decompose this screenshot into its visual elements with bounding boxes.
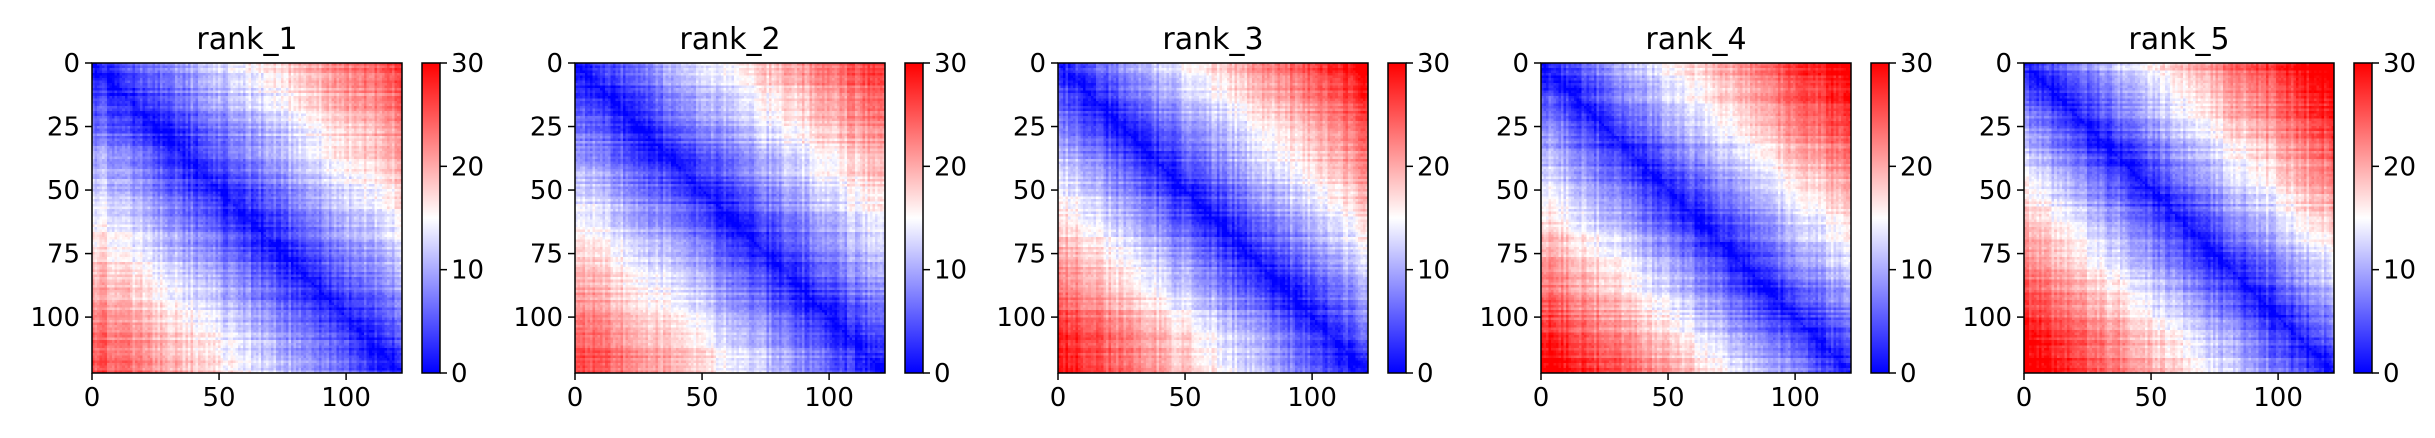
x-tick-label: 100 xyxy=(1287,383,1337,413)
plot-frame xyxy=(574,62,886,374)
panel-title: rank_4 xyxy=(1645,22,1746,57)
panel-title: rank_2 xyxy=(679,22,780,57)
x-tick-label: 100 xyxy=(321,383,371,413)
colorbar-tick-label: 30 xyxy=(934,49,967,79)
colorbar-tick-label: 10 xyxy=(2383,256,2416,286)
colorbar-tick-label: 20 xyxy=(2383,152,2416,182)
heatmap-image xyxy=(1541,63,1851,373)
colorbar-tick-label: 20 xyxy=(1900,152,1933,182)
y-tick-label: 75 xyxy=(530,240,563,270)
x-tick-label: 0 xyxy=(1050,383,1067,413)
plot-frame xyxy=(1057,62,1369,374)
colorbar-tick-label: 30 xyxy=(1900,49,1933,79)
panel-4: rank_4 0 50 100 0 25 50 75 100 0 10 20 30 xyxy=(1479,22,1933,413)
y-tick-label: 75 xyxy=(1979,240,2012,270)
y-tick-label: 0 xyxy=(1029,49,1046,79)
colorbar xyxy=(2353,62,2373,374)
y-tick-label: 100 xyxy=(1962,303,2012,333)
panel-1: rank_1 0 50 100 0 25 50 75 100 0 10 20 30 xyxy=(30,22,484,413)
y-tick-label: 100 xyxy=(513,303,563,333)
y-tick-label: 25 xyxy=(1979,113,2012,143)
colorbar-tick-label: 30 xyxy=(2383,49,2416,79)
x-tick-label: 50 xyxy=(203,383,236,413)
y-tick-label: 25 xyxy=(530,113,563,143)
colorbar-tick-label: 10 xyxy=(451,256,484,286)
y-tick-label: 0 xyxy=(1995,49,2012,79)
x-tick-label: 50 xyxy=(1169,383,1202,413)
heatmap-image xyxy=(1058,63,1368,373)
x-tick-label: 50 xyxy=(1652,383,1685,413)
panel-5: rank_5 0 50 100 0 25 50 75 100 0 10 20 30 xyxy=(1962,22,2416,413)
colorbar-tick-label: 20 xyxy=(934,152,967,182)
y-tick-label: 75 xyxy=(1013,240,1046,270)
colorbar-tick-label: 20 xyxy=(451,152,484,182)
colorbar xyxy=(421,62,441,374)
y-tick-label: 100 xyxy=(30,303,80,333)
y-tick-label: 75 xyxy=(47,240,80,270)
plot-frame xyxy=(91,62,403,374)
heatmap-image xyxy=(92,63,402,373)
x-tick-label: 50 xyxy=(2135,383,2168,413)
x-tick-label: 0 xyxy=(1533,383,1550,413)
y-tick-label: 25 xyxy=(47,113,80,143)
y-tick-label: 50 xyxy=(530,176,563,206)
heatmap-image xyxy=(2024,63,2334,373)
x-tick-label: 0 xyxy=(2016,383,2033,413)
y-tick-label: 50 xyxy=(1496,176,1529,206)
y-tick-label: 50 xyxy=(1979,176,2012,206)
x-tick-label: 0 xyxy=(84,383,101,413)
y-tick-label: 50 xyxy=(47,176,80,206)
colorbar-tick-label: 20 xyxy=(1417,152,1450,182)
colorbar-tick-label: 0 xyxy=(1900,359,1917,389)
panel-2: rank_2 0 50 100 0 25 50 75 100 0 10 20 30 xyxy=(513,22,967,413)
colorbar-tick-label: 10 xyxy=(1417,256,1450,286)
y-tick-label: 100 xyxy=(996,303,1046,333)
colorbar-tick-label: 0 xyxy=(1417,359,1434,389)
x-tick-label: 100 xyxy=(804,383,854,413)
x-tick-label: 50 xyxy=(686,383,719,413)
y-tick-label: 75 xyxy=(1496,240,1529,270)
plot-frame xyxy=(2023,62,2335,374)
colorbar-tick-label: 0 xyxy=(451,359,468,389)
plot-frame xyxy=(1540,62,1852,374)
colorbar-tick-label: 0 xyxy=(934,359,951,389)
x-tick-label: 100 xyxy=(1770,383,1820,413)
y-tick-label: 0 xyxy=(63,49,80,79)
x-tick-label: 100 xyxy=(2253,383,2303,413)
colorbar xyxy=(904,62,924,374)
colorbar-tick-label: 30 xyxy=(451,49,484,79)
colorbar xyxy=(1870,62,1890,374)
panel-title: rank_5 xyxy=(2128,22,2229,57)
y-tick-label: 0 xyxy=(546,49,563,79)
y-tick-label: 25 xyxy=(1013,113,1046,143)
colorbar-tick-label: 0 xyxy=(2383,359,2400,389)
panel-title: rank_3 xyxy=(1162,22,1263,57)
x-tick-label: 0 xyxy=(567,383,584,413)
colorbar-tick-label: 10 xyxy=(1900,256,1933,286)
heatmap-image xyxy=(575,63,885,373)
y-tick-label: 25 xyxy=(1496,113,1529,143)
y-tick-label: 100 xyxy=(1479,303,1529,333)
y-tick-label: 0 xyxy=(1512,49,1529,79)
y-tick-label: 50 xyxy=(1013,176,1046,206)
colorbar-tick-label: 10 xyxy=(934,256,967,286)
panel-3: rank_3 0 50 100 0 25 50 75 100 0 10 20 30 xyxy=(996,22,1450,413)
colorbar-tick-label: 30 xyxy=(1417,49,1450,79)
colorbar xyxy=(1387,62,1407,374)
panel-title: rank_1 xyxy=(196,22,297,57)
